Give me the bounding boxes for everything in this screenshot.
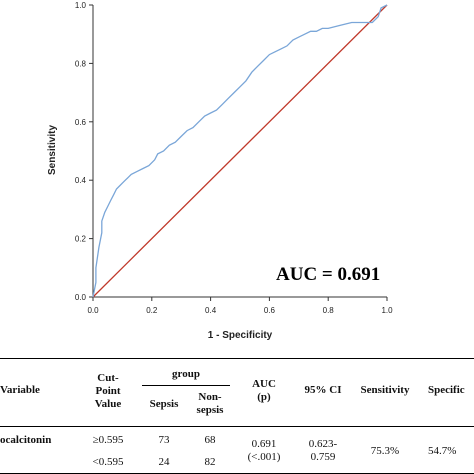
results-table: Variable Cut- Point Value group Sepsis N…	[0, 358, 474, 474]
series-layer	[92, 4, 388, 298]
y-tick-label: 0.6	[75, 118, 87, 127]
y-tick-label: 0.0	[75, 293, 87, 302]
y-tick-label: 0.2	[75, 235, 87, 244]
y-axis-title: Sensitivity	[47, 125, 58, 175]
row1-non-sepsis: 68	[204, 434, 216, 446]
row1-cut: ≥0.595	[92, 434, 124, 446]
x-tick-label: 0.2	[146, 306, 158, 315]
roc-chart: 0.0 0.2 0.4 0.6 0.8 1.0 0.0 0.2 0.4 0.6 0.8 1.0 1 …	[47, 1, 393, 341]
variable-name: ocalcitonin	[0, 434, 52, 446]
header-sensitivity: Sensitivity	[360, 384, 410, 396]
y-ticks: 0.0 0.2 0.4 0.6 0.8 1.0	[75, 1, 93, 302]
y-tick-label: 0.4	[75, 176, 87, 185]
header-sepsis: Sepsis	[149, 398, 179, 410]
y-tick-label: 1.0	[75, 1, 87, 10]
row2-sepsis: 24	[158, 456, 170, 468]
x-tick-label: 0.8	[323, 306, 335, 315]
header-group: group	[172, 368, 200, 380]
header-variable: Variable	[0, 384, 40, 396]
header-non-sepsis: Non- sepsis	[196, 391, 224, 416]
row2-non-sepsis: 82	[204, 456, 216, 468]
sensitivity-value: 75.3%	[370, 445, 400, 457]
x-ticks: 0.0 0.2 0.4 0.6 0.8 1.0	[87, 297, 393, 315]
x-tick-label: 0.0	[87, 306, 99, 315]
roc-curve-line	[92, 4, 388, 298]
y-tick-label: 0.8	[75, 59, 87, 68]
header-bottom-rule	[0, 426, 474, 427]
chart-axes	[92, 5, 387, 298]
x-tick-label: 1.0	[381, 306, 393, 315]
header-cut-point: Cut- Point Value	[94, 372, 122, 410]
x-tick-label: 0.6	[264, 306, 276, 315]
header-auc: AUC (p)	[252, 378, 276, 403]
group-underline	[142, 385, 230, 386]
header-ci: 95% CI	[304, 384, 342, 396]
auc-annotation: AUC = 0.691	[276, 264, 380, 285]
row1-sepsis: 73	[158, 434, 170, 446]
specificity-value: 54.7%	[428, 445, 457, 457]
x-axis-title: 1 - Specificity	[208, 330, 273, 341]
header-specificity: Specific	[428, 384, 465, 396]
ci-value: 0.623- 0.759	[308, 438, 338, 463]
x-tick-label: 0.4	[205, 306, 217, 315]
table-top-rule	[0, 358, 474, 359]
auc-value: 0.691 (<.001)	[247, 438, 281, 463]
reference-diagonal-line	[92, 4, 388, 298]
row2-cut: <0.595	[92, 456, 124, 468]
